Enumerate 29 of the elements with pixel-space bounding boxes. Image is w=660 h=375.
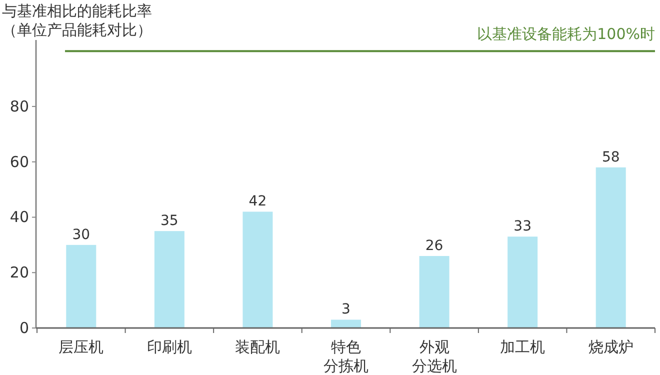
data-label: 30 — [72, 226, 90, 243]
chart-subtitle: （单位产品能耗对比） — [2, 21, 152, 39]
x-tick-label: 特色分拣机 — [324, 338, 368, 375]
y-tick-label: 60 — [10, 152, 29, 171]
bar — [419, 256, 450, 328]
x-tick-label: 层压机 — [58, 338, 104, 356]
y-tick-label: 80 — [10, 97, 29, 116]
y-tick-label: 40 — [10, 208, 29, 226]
x-tick-label: 印刷机 — [146, 338, 192, 356]
bar — [66, 244, 96, 328]
x-tick-label: 装配机 — [235, 338, 280, 356]
y-tick-label: 0 — [19, 319, 29, 337]
x-tick-label: 外观分选机 — [412, 338, 457, 375]
data-label: 58 — [602, 149, 620, 166]
bar — [242, 212, 273, 328]
data-label: 33 — [514, 218, 532, 235]
bar — [508, 236, 538, 328]
data-label: 26 — [425, 238, 444, 254]
data-label: 42 — [248, 194, 267, 210]
bar — [331, 320, 361, 328]
x-tick-label: 加工机 — [500, 338, 546, 356]
chart-title: 与基准相比的能耗比率 — [2, 2, 152, 20]
bar — [596, 167, 626, 328]
data-label: 35 — [160, 213, 178, 230]
bar — [154, 231, 184, 328]
y-tick-label: 20 — [10, 264, 29, 282]
x-tick-label: 烧成炉 — [588, 338, 634, 356]
data-label: 3 — [342, 302, 350, 318]
ref-line-label: 以基准设备能耗为100%时 — [477, 25, 655, 44]
